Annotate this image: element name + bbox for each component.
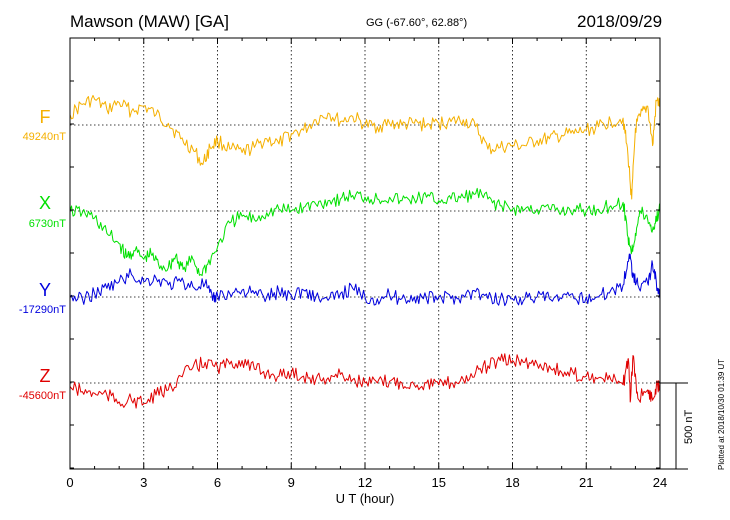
series-line-y xyxy=(69,253,661,307)
x-tick-label: 15 xyxy=(432,475,446,490)
scale-bar xyxy=(660,382,688,470)
baseline-label-f: 49240nT xyxy=(22,131,66,143)
x-tick-label: 12 xyxy=(358,475,372,490)
x-tick-label: 6 xyxy=(214,475,221,490)
plotted-timestamp: Plotted at 2018/10/30 01:39 UT xyxy=(717,358,726,470)
series-line-z xyxy=(69,353,661,409)
component-label-x: X xyxy=(38,193,51,213)
series-line-x xyxy=(69,187,661,277)
x-tick-label: 0 xyxy=(66,475,73,490)
component-label-z: Z xyxy=(39,366,51,386)
scale-bar-label: 500 nT xyxy=(683,409,695,444)
series-line-f xyxy=(69,94,661,200)
date-label: 2018/09/29 xyxy=(577,12,663,31)
grid xyxy=(143,38,587,469)
x-ticks: 0 3 6 9 12 15 18 21 24 xyxy=(66,38,667,490)
series-lines xyxy=(69,94,661,409)
baseline-label-z: -45600nT xyxy=(18,390,66,402)
x-axis-label: U T (hour) xyxy=(336,491,395,506)
baseline-label-y: -17290nT xyxy=(18,304,66,316)
x-tick-label: 9 xyxy=(288,475,295,490)
x-tick-label: 21 xyxy=(579,475,593,490)
x-tick-label: 18 xyxy=(505,475,519,490)
component-label-y: Y xyxy=(38,280,51,300)
station-coordinates: GG (-67.60°, 62.88°) xyxy=(366,17,468,29)
station-title: Mawson (MAW) [GA] xyxy=(70,12,229,31)
x-tick-label: 24 xyxy=(653,475,667,490)
x-tick-label: 3 xyxy=(140,475,147,490)
component-label-f: F xyxy=(39,107,51,127)
baseline-label-x: 6730nT xyxy=(28,218,66,230)
